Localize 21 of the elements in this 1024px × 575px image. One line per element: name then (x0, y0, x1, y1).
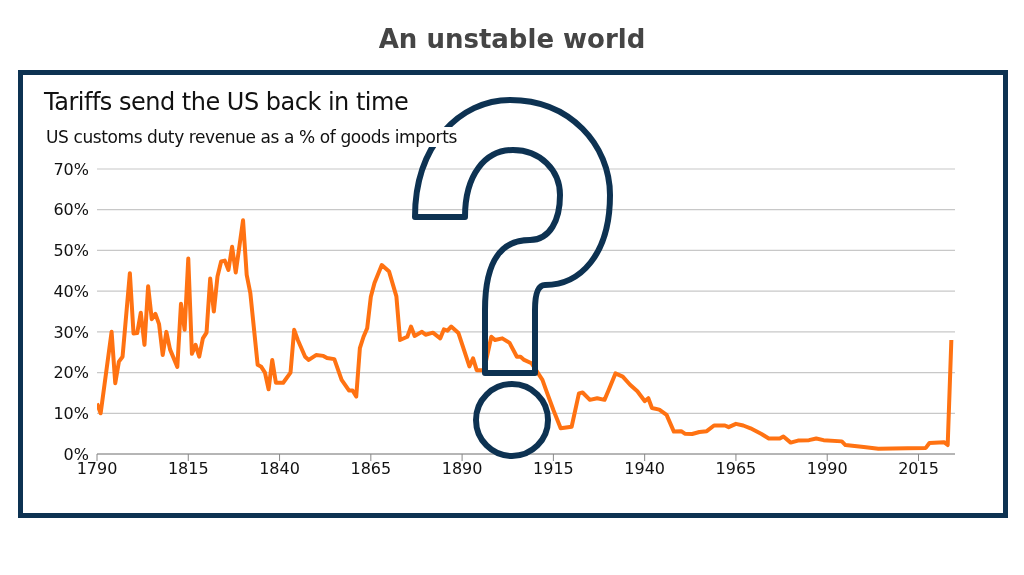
y-tick-label: 50% (53, 241, 89, 261)
x-tick-label: 1990 (806, 459, 848, 479)
x-tick-label: 1915 (533, 459, 574, 479)
x-tick-label: 2015 (898, 459, 939, 479)
x-tick-label: 1840 (259, 459, 300, 479)
y-tick-label: 20% (53, 363, 89, 383)
x-tick-label: 1865 (350, 459, 392, 479)
x-tick-label: 1965 (715, 459, 757, 479)
x-tick-label: 1940 (624, 459, 666, 479)
y-tick-label: 10% (53, 403, 89, 423)
line-series (97, 218, 954, 451)
y-tick-label: 70% (53, 159, 89, 179)
chart-subtitle: US customs duty revenue as a % of goods imports (46, 127, 457, 147)
chart-title: Tariffs send the US back in time (44, 88, 409, 116)
x-tick-label: 1890 (441, 459, 483, 479)
y-tick-label: 40% (53, 281, 89, 301)
x-tick-label: 1790 (76, 459, 118, 479)
x-tick-label: 1815 (167, 459, 209, 479)
y-tick-label: 60% (53, 200, 89, 220)
y-tick-label: 30% (53, 322, 89, 342)
text: An unstable world (377, 24, 647, 54)
